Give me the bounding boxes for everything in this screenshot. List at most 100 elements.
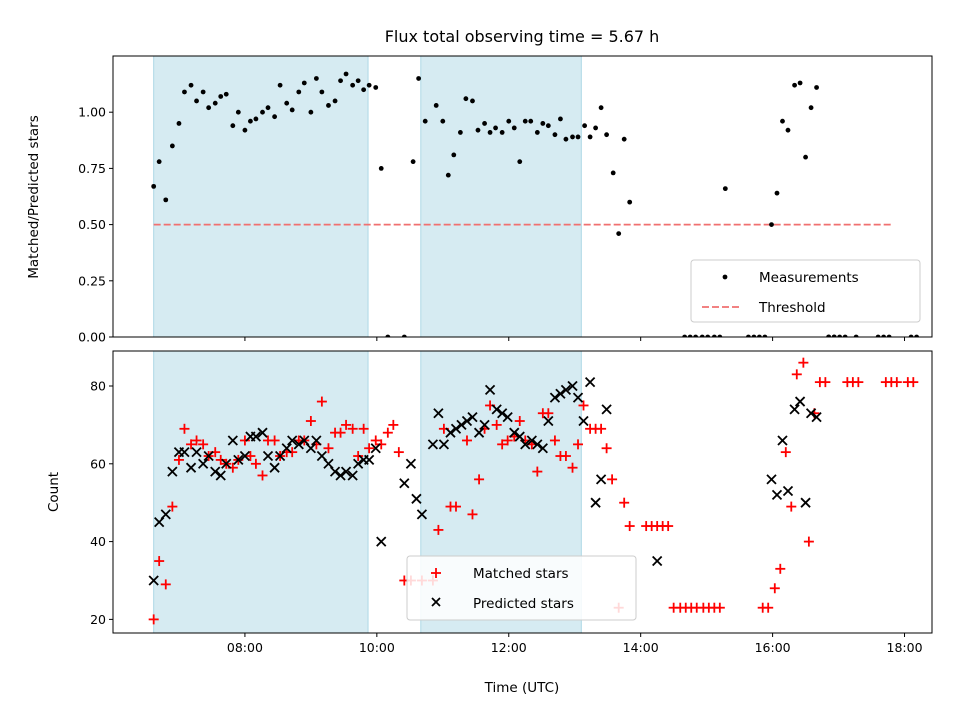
matched-stars-point <box>450 501 461 512</box>
measurement-point <box>355 78 361 84</box>
matched-stars-point <box>239 435 250 446</box>
matched-stars-point <box>347 423 358 434</box>
measurement-point <box>886 334 892 337</box>
predicted-stars-point <box>427 439 439 450</box>
measurement-point <box>230 123 236 129</box>
matched-stars-point <box>167 501 178 512</box>
measurement-point <box>235 109 241 115</box>
predicted-stars-point <box>549 392 561 403</box>
measurement-point <box>931 336 932 337</box>
measurement-point <box>242 127 248 133</box>
measurement-point <box>308 109 314 115</box>
matched-stars-point <box>393 447 404 458</box>
predicted-stars-point <box>399 478 410 489</box>
measurement-point <box>188 82 194 88</box>
predicted-stars-point <box>179 446 190 458</box>
predicted-stars-point <box>364 454 375 466</box>
measurement-point <box>682 334 688 337</box>
matched-stars-point <box>335 427 346 438</box>
chart-title: Flux total observing time = 5.67 h <box>385 27 660 46</box>
bottom-y-tick-label: 40 <box>90 534 106 549</box>
predicted-stars-point <box>262 450 274 462</box>
predicted-stars-point <box>456 419 467 431</box>
predicted-stars-point <box>257 427 268 438</box>
measurement-point <box>875 334 881 337</box>
measurement-point <box>332 98 338 104</box>
matched-stars-point <box>714 602 725 613</box>
measurement-point <box>699 334 705 337</box>
predicted-stars-point <box>376 536 387 547</box>
measurement-point <box>610 170 616 176</box>
measurement-point <box>373 85 379 90</box>
matched-stars-point <box>820 377 831 388</box>
measurement-point <box>212 100 218 106</box>
matched-stars-point <box>786 501 797 512</box>
predicted-stars-point <box>584 376 596 388</box>
measurement-point <box>587 134 593 140</box>
measurement-point <box>301 80 307 86</box>
matched-stars-point <box>358 423 369 434</box>
measurement-point <box>570 134 575 140</box>
top-y-tick-label: 0.00 <box>78 330 106 345</box>
measurement-point <box>552 132 558 138</box>
predicted-stars-point <box>479 419 490 431</box>
measurement-point <box>621 136 627 142</box>
predicted-stars-point <box>578 415 589 427</box>
matched-stars-point <box>191 435 202 446</box>
predicted-stars-point <box>532 439 543 450</box>
predicted-stars-point <box>800 497 811 508</box>
predicted-stars-point <box>167 466 178 477</box>
measurement-point <box>416 76 422 81</box>
measurement-point <box>493 125 498 131</box>
measurement-point <box>522 118 528 124</box>
measurement-point <box>260 109 265 115</box>
top-legend: Measurements Threshold <box>690 259 921 323</box>
predicted-stars-point <box>293 439 304 450</box>
bottom-y-tick-label: 60 <box>90 456 106 471</box>
legend-threshold-label: Threshold <box>758 300 826 316</box>
measurement-point <box>908 334 914 337</box>
measurement-point <box>289 107 295 113</box>
measurement-point <box>575 134 581 140</box>
measurement-point <box>248 118 253 124</box>
predicted-stars-point <box>526 435 537 446</box>
measurement-point <box>757 334 762 337</box>
measurement-point <box>499 130 505 135</box>
matched-stars-point <box>891 377 902 388</box>
measurement-point <box>253 116 259 122</box>
measurement-point <box>517 159 523 165</box>
matched-stars-point <box>154 556 165 567</box>
measurement-point <box>711 334 717 337</box>
measurement-point <box>837 334 843 337</box>
measurement-point <box>457 130 463 135</box>
legend-measurement-marker <box>722 274 728 280</box>
predicted-stars-point <box>148 575 159 586</box>
measurement-point <box>705 334 711 337</box>
matched-stars-point <box>353 451 364 462</box>
matched-stars-point <box>663 521 674 532</box>
measurement-point <box>194 98 199 104</box>
measurement-point <box>422 118 428 124</box>
top-y-tick-label: 1.00 <box>78 105 106 120</box>
measurement-point <box>350 82 356 88</box>
predicted-stars-point <box>811 411 822 423</box>
measurement-point <box>593 125 599 131</box>
measurement-point <box>598 105 604 111</box>
measurement-point <box>792 82 797 88</box>
bottom-legend: Matched stars Predicted stars <box>406 555 637 621</box>
measurement-point <box>410 159 416 165</box>
matched-stars-point <box>269 435 280 446</box>
measurement-point <box>803 154 808 160</box>
top-panel: 0.00 0.25 0.50 0.75 1.00 Measurements Threshol… <box>78 55 933 345</box>
measurement-point <box>914 334 920 337</box>
measurement-point <box>769 222 774 228</box>
measurement-point <box>722 186 728 192</box>
measurement-point <box>717 334 723 337</box>
predicted-stars-point <box>233 454 244 466</box>
measurement-point <box>506 118 512 124</box>
matched-stars-point <box>763 602 774 613</box>
predicted-stars-point <box>782 485 794 497</box>
measurement-point <box>785 127 791 133</box>
predicted-stars-point <box>491 404 502 415</box>
measurement-point <box>463 96 469 102</box>
